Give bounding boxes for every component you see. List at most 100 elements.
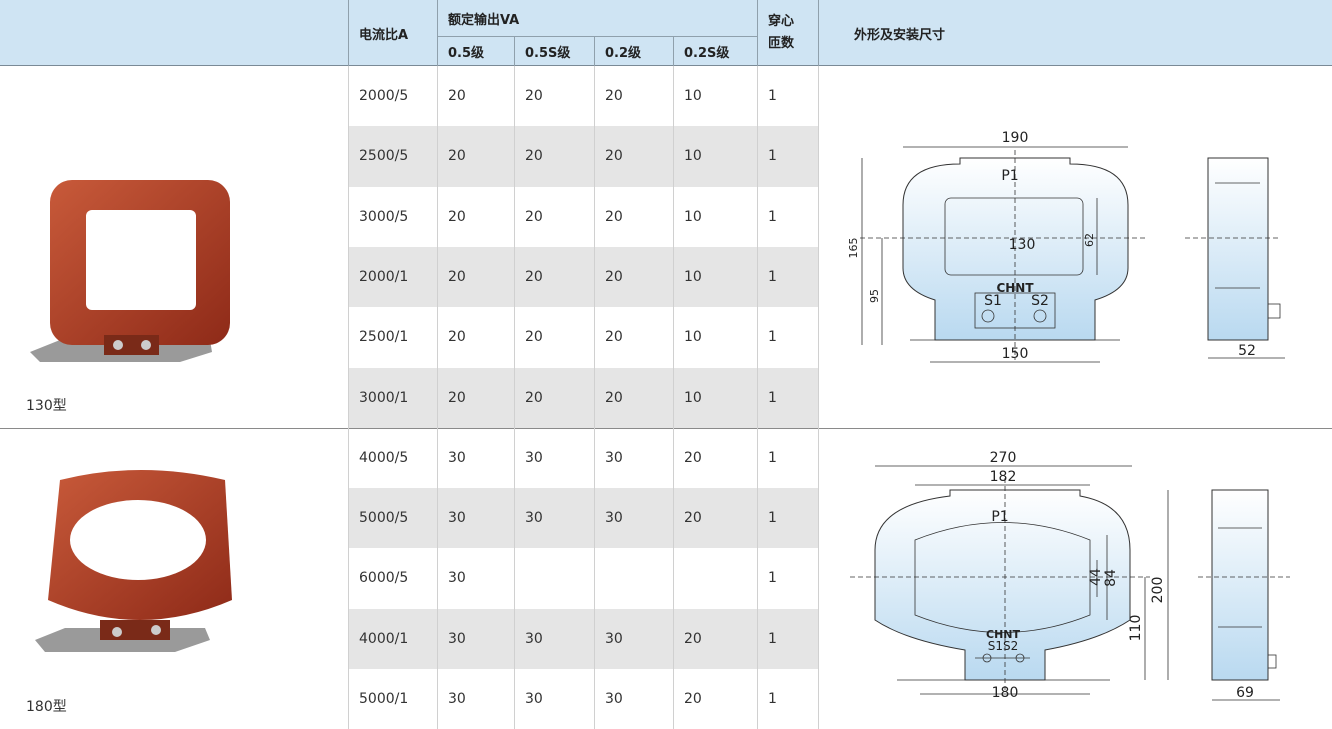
dim-label: 150 — [1002, 346, 1029, 362]
rule — [514, 36, 515, 66]
rule — [348, 0, 349, 66]
table-cell: 30 — [605, 510, 623, 527]
table-cell: 20 — [684, 450, 702, 467]
dim-label: 44 — [1088, 568, 1104, 586]
marking: S1 — [984, 293, 1002, 309]
table-cell: 30 — [448, 630, 466, 647]
table-cell: 20 — [525, 88, 543, 105]
table-cell: 20 — [525, 208, 543, 225]
table-cell: 20 — [448, 88, 466, 105]
dim-label: 52 — [1238, 343, 1256, 359]
table-cell: 1 — [768, 88, 777, 105]
rule — [437, 428, 438, 729]
marking: P1 — [1001, 168, 1018, 184]
rule — [757, 0, 758, 66]
table-cell: 20 — [525, 389, 543, 406]
table-cell: 30 — [525, 450, 543, 467]
rule — [818, 0, 819, 66]
rule — [348, 428, 349, 729]
header-cell: 穿心 — [768, 13, 795, 29]
rule — [594, 428, 595, 729]
row-bg — [348, 126, 818, 187]
header-cell: 0.5S级 — [525, 45, 571, 61]
brand: CHNT — [996, 281, 1034, 295]
dim-label: 95 — [868, 289, 881, 303]
table-cell: 1 — [768, 389, 777, 406]
rule — [594, 36, 595, 66]
rule — [437, 0, 438, 66]
dim-label: 200 — [1150, 577, 1166, 604]
product-image — [35, 470, 232, 652]
table-cell: 20 — [448, 148, 466, 165]
table-cell: 30 — [448, 450, 466, 467]
table-cell: 2500/5 — [359, 148, 409, 165]
table-cell: 20 — [448, 389, 466, 406]
marking: S1S2 — [988, 639, 1019, 653]
table-cell: 2000/1 — [359, 269, 409, 286]
model-label: 130型 — [26, 398, 67, 414]
rule — [673, 66, 674, 428]
header-cell: 电流比A — [359, 27, 409, 43]
dim-label: 130 — [1009, 237, 1036, 253]
table-cell: 5000/1 — [359, 690, 409, 707]
table-cell: 20 — [684, 510, 702, 527]
table-cell: 30 — [525, 630, 543, 647]
table-cell: 3000/5 — [359, 208, 409, 225]
rule — [757, 428, 758, 729]
dim-label: 110 — [1128, 615, 1144, 642]
table-cell: 3000/1 — [359, 389, 409, 406]
table-cell: 10 — [684, 389, 702, 406]
header-cell: 0.5级 — [448, 45, 485, 61]
table-cell: 20 — [605, 148, 623, 165]
table-cell: 30 — [605, 450, 623, 467]
table-cell: 2000/5 — [359, 88, 409, 105]
table-cell: 20 — [448, 329, 466, 346]
product-image — [30, 180, 230, 362]
table-cell: 20 — [525, 329, 543, 346]
table-cell: 1 — [768, 570, 777, 587]
dim-label: 84 — [1103, 569, 1119, 587]
table-cell: 20 — [525, 269, 543, 286]
table-cell: 20 — [448, 269, 466, 286]
table-cell: 1 — [768, 630, 777, 647]
table-cell: 10 — [684, 148, 702, 165]
table-cell: 4000/1 — [359, 630, 409, 647]
table-cell: 30 — [525, 510, 543, 527]
table-cell: 1 — [768, 148, 777, 165]
table-cell: 30 — [448, 690, 466, 707]
table-cell: 20 — [684, 690, 702, 707]
model-label: 180型 — [26, 699, 67, 715]
marking: P1 — [991, 509, 1008, 525]
header-cell: 0.2级 — [605, 45, 642, 61]
table-cell: 30 — [448, 570, 466, 587]
rule — [514, 428, 515, 729]
table-cell: 1 — [768, 269, 777, 286]
table-cell: 30 — [605, 690, 623, 707]
table-cell: 10 — [684, 208, 702, 225]
dimension-drawing: 190 165 95 130 62 150 P1 CHNT S1 S2 52 — [847, 130, 1285, 363]
table-cell: 30 — [448, 510, 466, 527]
dim-label: 190 — [1002, 130, 1029, 146]
table-cell: 1 — [768, 208, 777, 225]
table-cell: 6000/5 — [359, 570, 409, 587]
marking: S2 — [1031, 293, 1049, 309]
rule — [673, 428, 674, 729]
header-cell: 额定输出VA — [448, 12, 520, 28]
table-cell: 20 — [605, 88, 623, 105]
header-bg — [0, 0, 1332, 66]
row-bg — [348, 367, 818, 428]
rule — [757, 66, 758, 428]
rule — [594, 66, 595, 428]
row-bg — [348, 488, 818, 549]
table-cell: 5000/5 — [359, 510, 409, 527]
dim-label: 270 — [990, 450, 1017, 466]
table-cell: 20 — [605, 329, 623, 346]
dim-label: 62 — [1083, 233, 1096, 247]
rule — [437, 66, 438, 428]
table-cell: 2500/1 — [359, 329, 409, 346]
table-cell: 1 — [768, 690, 777, 707]
table-cell: 1 — [768, 329, 777, 346]
header-cell: 匝数 — [768, 35, 795, 51]
